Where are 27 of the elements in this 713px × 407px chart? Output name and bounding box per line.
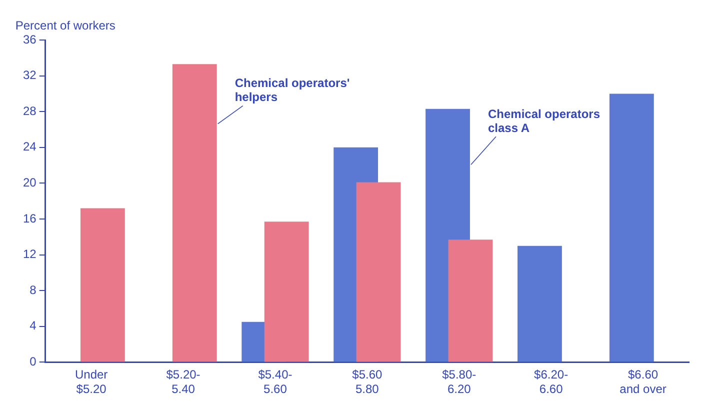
x-tick-label: $5.40- 5.60 — [258, 368, 292, 396]
y-tick-label: 4 — [30, 318, 37, 333]
x-tick-label: Under $5.20 — [74, 368, 108, 396]
x-tick-label: $6.60 and over — [620, 368, 666, 396]
y-tick-label: 8 — [30, 282, 37, 297]
y-axis-title: Percent of workers — [15, 18, 116, 32]
x-tick-label: $5.60 5.80 — [352, 368, 383, 396]
bar — [172, 64, 217, 362]
bar — [80, 208, 125, 362]
y-tick-label: 36 — [22, 32, 37, 46]
bar — [264, 222, 309, 362]
bar — [518, 246, 562, 362]
x-tick-label: $5.80- 6.20 — [442, 368, 476, 396]
bar — [448, 240, 493, 362]
y-tick-label: 28 — [22, 104, 37, 118]
x-tick-label: $5.20- 5.40 — [166, 368, 200, 396]
y-tick-label: 16 — [22, 211, 37, 226]
bar — [609, 94, 654, 362]
y-tick-label: 24 — [22, 140, 37, 154]
y-tick-label: 0 — [30, 354, 37, 369]
series-label: Chemical operators' helpers — [234, 76, 350, 104]
x-tick-label: $6.20- 6.60 — [534, 368, 568, 396]
y-tick-label: 32 — [22, 68, 37, 82]
bar — [356, 182, 401, 362]
y-tick-label: 12 — [22, 247, 37, 262]
y-tick-label: 20 — [22, 176, 37, 190]
series-label: Chemical operators class A — [488, 106, 600, 135]
